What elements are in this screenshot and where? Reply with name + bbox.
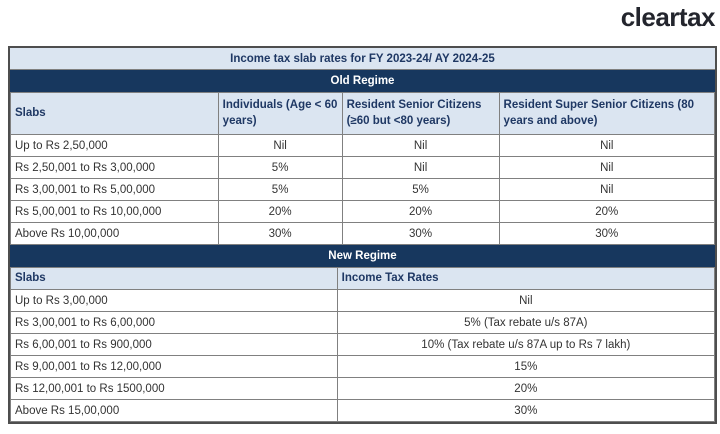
rate-cell: Nil [498,156,716,179]
column-header-individuals: Individuals (Age < 60 years) [217,92,343,135]
rate-cell: 30% [336,399,716,422]
rate-cell: 5% (Tax rebate u/s 87A) [336,311,716,334]
slab-cell: Rs 5,00,001 to Rs 10,00,000 [10,200,219,223]
rate-cell: 5% [341,178,500,201]
new-regime-header-row: Slabs Income Tax Rates [10,267,716,290]
table-title: Income tax slab rates for FY 2023-24/ AY… [10,48,715,70]
old-regime-table: Slabs Individuals (Age < 60 years) Resid… [10,92,716,245]
column-header-senior-citizens: Resident Senior Citizens (≥60 but <80 ye… [341,92,500,135]
table-row: Above Rs 10,00,000 30% 30% 30% [10,222,716,245]
table-row: Rs 9,00,001 to Rs 12,00,000 15% [10,355,716,378]
rate-cell: 20% [498,200,716,223]
table-row: Above Rs 15,00,000 30% [10,399,716,422]
rate-cell: 15% [336,355,716,378]
rate-cell: 30% [217,222,343,245]
rate-cell: 20% [336,377,716,400]
rate-cell: 5% [217,156,343,179]
column-header-slabs: Slabs [10,92,219,135]
rate-cell: 5% [217,178,343,201]
slab-cell: Rs 3,00,001 to Rs 5,00,000 [10,178,219,201]
rate-cell: Nil [498,178,716,201]
table-row: Rs 3,00,001 to Rs 6,00,000 5% (Tax rebat… [10,311,716,334]
table-row: Up to Rs 3,00,000 Nil [10,289,716,312]
rate-cell: Nil [341,134,500,157]
slab-cell: Up to Rs 2,50,000 [10,134,219,157]
slab-cell: Rs 3,00,001 to Rs 6,00,000 [10,311,338,334]
cleartax-logo: cleartax [620,2,716,32]
slab-cell: Above Rs 10,00,000 [10,222,219,245]
new-regime-table: Slabs Income Tax Rates Up to Rs 3,00,000… [10,267,716,422]
old-regime-banner: Old Regime [10,70,715,92]
slab-cell: Rs 2,50,001 to Rs 3,00,000 [10,156,219,179]
rate-cell: 30% [498,222,716,245]
slab-cell: Above Rs 15,00,000 [10,399,338,422]
rate-cell: Nil [341,156,500,179]
old-regime-header-row: Slabs Individuals (Age < 60 years) Resid… [10,92,716,135]
rate-cell: 30% [341,222,500,245]
rate-cell: Nil [498,134,716,157]
slab-cell: Rs 9,00,001 to Rs 12,00,000 [10,355,338,378]
table-row: Rs 12,00,001 to Rs 1500,000 20% [10,377,716,400]
table-row: Rs 3,00,001 to Rs 5,00,000 5% 5% Nil [10,178,716,201]
slab-cell: Up to Rs 3,00,000 [10,289,338,312]
rate-cell: 20% [217,200,343,223]
column-header-slabs: Slabs [10,267,338,290]
new-regime-banner: New Regime [10,245,715,267]
table-row: Rs 2,50,001 to Rs 3,00,000 5% Nil Nil [10,156,716,179]
rate-cell: Nil [217,134,343,157]
column-header-income-tax-rates: Income Tax Rates [336,267,716,290]
table-row: Rs 6,00,001 to Rs 900,000 10% (Tax rebat… [10,333,716,356]
rate-cell: 10% (Tax rebate u/s 87A up to Rs 7 lakh) [336,333,716,356]
tax-slab-table: Income tax slab rates for FY 2023-24/ AY… [8,46,717,424]
table-row: Rs 5,00,001 to Rs 10,00,000 20% 20% 20% [10,200,716,223]
table-row: Up to Rs 2,50,000 Nil Nil Nil [10,134,716,157]
slab-cell: Rs 12,00,001 to Rs 1500,000 [10,377,338,400]
rate-cell: 20% [341,200,500,223]
column-header-super-senior-citizens: Resident Super Senior Citizens (80 years… [498,92,716,135]
rate-cell: Nil [336,289,716,312]
slab-cell: Rs 6,00,001 to Rs 900,000 [10,333,338,356]
